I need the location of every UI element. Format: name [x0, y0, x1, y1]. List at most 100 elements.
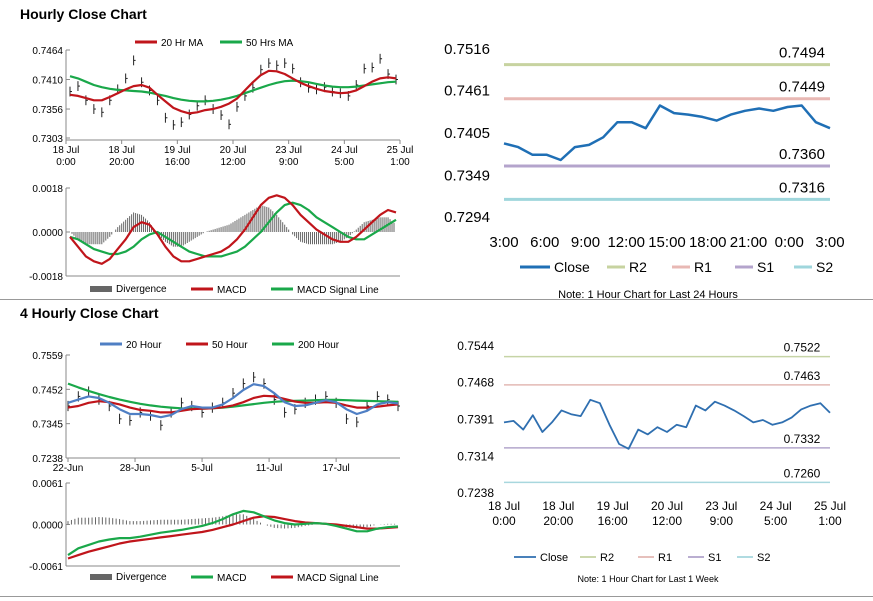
- 4h-legend-ma20-label: 20 Hour: [126, 340, 162, 351]
- 4h-level-r2-label: 0.7522: [784, 341, 821, 355]
- hourly-close-x-tick-label: 0:00: [775, 234, 804, 251]
- hourly-close-x-tick-label: 12:00: [607, 234, 645, 251]
- 4h-close-x-tick-time: 20:00: [543, 514, 573, 528]
- bottom-divider: [0, 596, 873, 597]
- hourly-close-legend-label: R1: [694, 259, 712, 275]
- 4h-close-x-tick-date: 19 Jul: [597, 499, 629, 513]
- hourly-close-x-tick-label: 15:00: [648, 234, 686, 251]
- hourly-ma20-line: [69, 69, 397, 115]
- 4h-close-legend-label: S1: [708, 552, 721, 564]
- hourly-ma-x-tick-time: 0:00: [56, 157, 76, 168]
- hourly-ma-y-tick-label: 0.7356: [32, 105, 63, 116]
- 4h-ma-x-tick-label: 11-Jul: [256, 463, 283, 474]
- 4h-macd-y-tick-label: 0.0061: [32, 479, 63, 490]
- 4h-close-legend-label: R1: [658, 552, 672, 564]
- hourly-close-y-tick-label: 0.7461: [444, 83, 490, 100]
- 4h-legend-macd-signal-label: MACD Signal Line: [297, 573, 379, 584]
- 4h-ma-y-tick-label: 0.7559: [32, 351, 63, 362]
- hourly-macd-y-tick-label: 0.0018: [32, 184, 63, 195]
- hourly-close-line: [503, 104, 831, 162]
- hourly-close-note: Note: 1 Hour Chart for Last 24 Hours: [558, 289, 738, 301]
- hourly-close-x-tick-label: 6:00: [530, 234, 559, 251]
- hourly-macd-signal-line: [69, 201, 397, 258]
- 4h-ma-y-tick-label: 0.7345: [32, 420, 63, 431]
- 4h-level-s2-label: 0.7260: [784, 466, 821, 480]
- hourly-close-x-tick-label: 9:00: [571, 234, 600, 251]
- 4h-close-x-tick-time: 0:00: [492, 514, 516, 528]
- hourly-ma-x-tick-date: 23 Jul: [275, 145, 302, 156]
- 4h-close-x-tick-time: 16:00: [598, 514, 628, 528]
- 4h-close-y-tick-label: 0.7391: [457, 413, 494, 427]
- 4h-close-y-tick-label: 0.7544: [457, 339, 494, 353]
- hourly-macd-y-tick-label: 0.0000: [32, 228, 63, 239]
- 4h-close-x-tick-time: 12:00: [652, 514, 682, 528]
- 4h-ma20-line: [67, 383, 399, 419]
- hourly-close-x-tick-label: 3:00: [815, 234, 844, 251]
- hourly-ma-x-tick-date: 18 Jul: [108, 145, 135, 156]
- 4h-close-y-tick-label: 0.7238: [457, 486, 494, 500]
- 4h-macd-y-tick-label: 0.0000: [32, 521, 63, 532]
- hourly-close-x-tick-label: 21:00: [730, 234, 768, 251]
- 4h-close-legend-label: R2: [600, 552, 614, 564]
- section-divider: [0, 299, 873, 300]
- 4h-ma-x-tick-label: 28-Jun: [120, 463, 151, 474]
- 4h-close-line: [503, 398, 831, 450]
- 4h-macd-y-tick-label: -0.0061: [29, 562, 63, 573]
- hourly-close-x-tick-label: 18:00: [689, 234, 727, 251]
- 4h-ma50-line: [67, 394, 399, 414]
- hourly-legend-macd-signal-label: MACD Signal Line: [297, 285, 379, 296]
- 4h-close-x-tick-date: 20 Jul: [651, 499, 683, 513]
- hourly-macd-line: [69, 194, 397, 265]
- hourly-section-title: Hourly Close Chart: [20, 6, 147, 22]
- hourly-close-y-tick-label: 0.7294: [444, 209, 490, 226]
- 4h-level-r1-label: 0.7463: [784, 369, 821, 383]
- 4h-ma-x-tick-label: 17-Jul: [323, 463, 350, 474]
- hourly-close-legend-label: S1: [757, 259, 774, 275]
- hourly-ma-x-tick-date: 19 Jul: [164, 145, 191, 156]
- hourly-ma-x-tick-date: 25 Jul: [387, 145, 414, 156]
- hourly-level-r2-label: 0.7494: [779, 45, 825, 62]
- 4h-close-x-tick-date: 18 Jul: [542, 499, 574, 513]
- 4h-legend-ma50-label: 50 Hour: [212, 340, 248, 351]
- 4h-close-x-tick-date: 18 Jul: [488, 499, 520, 513]
- 4h-level-s1-label: 0.7332: [784, 432, 821, 446]
- hourly-ma-x-tick-time: 20:00: [109, 157, 134, 168]
- hourly-close-y-tick-label: 0.7516: [444, 41, 490, 58]
- 4h-close-x-tick-date: 24 Jul: [760, 499, 792, 513]
- hourly-close-legend-label: Close: [554, 259, 590, 275]
- 4h-close-note: Note: 1 Hour Chart for Last 1 Week: [578, 574, 719, 584]
- hourly-macd-y-tick-label: -0.0018: [29, 272, 63, 283]
- 4h-close-x-tick-date: 23 Jul: [705, 499, 737, 513]
- hourly-ma-x-tick-time: 9:00: [279, 157, 299, 168]
- 4h-close-x-tick-time: 1:00: [818, 514, 842, 528]
- hourly-close-legend-label: S2: [816, 259, 833, 275]
- hourly-ma-x-tick-time: 5:00: [335, 157, 355, 168]
- 4h-ma-x-tick-label: 22-Jun: [53, 463, 84, 474]
- hourly-close-x-tick-label: 3:00: [489, 234, 518, 251]
- hourly-ma-x-tick-time: 12:00: [220, 157, 245, 168]
- 4h-ma-y-tick-label: 0.7238: [32, 454, 63, 465]
- 4h-macd-line: [67, 509, 399, 557]
- 4h-close-x-tick-time: 9:00: [710, 514, 734, 528]
- hourly-close-legend-label: R2: [629, 259, 647, 275]
- hourly-legend-ma20-label: 20 Hr MA: [161, 38, 204, 49]
- 4h-legend-divergence-swatch: [90, 574, 112, 580]
- four-hourly-section-title: 4 Hourly Close Chart: [20, 305, 159, 321]
- hourly-ma-y-tick-label: 0.7464: [32, 46, 63, 57]
- 4h-macd-signal-line: [67, 515, 399, 560]
- hourly-ma-y-tick-label: 0.7303: [32, 134, 63, 145]
- hourly-ma-x-tick-date: 20 Jul: [220, 145, 247, 156]
- 4h-legend-macd-label: MACD: [217, 573, 246, 584]
- 4h-close-y-tick-label: 0.7468: [457, 376, 494, 390]
- hourly-level-r1-label: 0.7449: [779, 79, 825, 96]
- hourly-close-y-tick-label: 0.7405: [444, 125, 490, 142]
- 4h-ma-y-tick-label: 0.7452: [32, 385, 63, 396]
- 4h-close-x-tick-time: 5:00: [764, 514, 788, 528]
- 4h-close-legend-label: S2: [757, 552, 770, 564]
- hourly-ma-x-tick-date: 18 Jul: [53, 145, 80, 156]
- hourly-legend-ma50-label: 50 Hrs MA: [246, 38, 294, 49]
- hourly-legend-macd-label: MACD: [217, 285, 246, 296]
- 4h-legend-ma200-label: 200 Hour: [298, 340, 340, 351]
- 4h-legend-divergence-label: Divergence: [116, 572, 167, 583]
